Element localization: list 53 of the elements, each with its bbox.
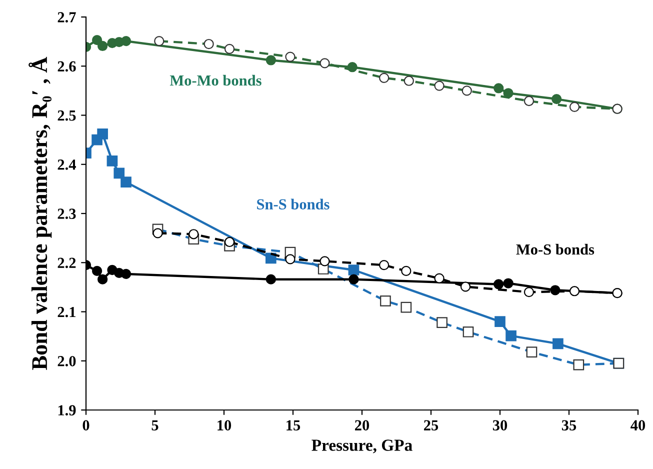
- point: [114, 168, 125, 179]
- point: [92, 266, 102, 276]
- point: [188, 229, 199, 240]
- point: [224, 236, 235, 248]
- annotation: Sn-S bonds: [257, 198, 330, 210]
- x-tick-label: 0: [82, 420, 90, 430]
- point: [266, 55, 276, 66]
- point: [348, 274, 359, 284]
- point: [285, 254, 296, 264]
- point: [97, 274, 108, 284]
- annotation: Mo-Mo bonds: [170, 74, 262, 86]
- point: [106, 156, 118, 166]
- y-tick-label: 2.2: [58, 258, 76, 268]
- point: [97, 40, 108, 52]
- x-tick-label: 5: [152, 420, 158, 430]
- x-tick-label: 20: [355, 420, 370, 430]
- y-tick-label: 2.0: [58, 356, 76, 366]
- point: [552, 338, 564, 350]
- y-axis-title: Bond valence parameters, R₀′ , Å: [28, 56, 52, 370]
- point: [494, 83, 504, 94]
- y-tick-label: 2.3: [58, 208, 76, 220]
- annotation: Mo-S bonds: [516, 244, 594, 255]
- y-tick-label: 1.9: [58, 405, 76, 416]
- x-tick-label: 30: [492, 420, 508, 430]
- point: [320, 256, 330, 266]
- point: [401, 266, 412, 276]
- point: [266, 274, 276, 284]
- point: [552, 94, 562, 104]
- y-tick-label: 2.6: [58, 61, 76, 72]
- point: [348, 264, 360, 276]
- point: [494, 279, 504, 290]
- point: [97, 128, 108, 140]
- point: [379, 260, 390, 270]
- y-tick-label: 2.1: [58, 306, 76, 318]
- x-tick-label: 40: [630, 420, 646, 430]
- point: [120, 268, 132, 279]
- x-tick-label: 25: [424, 420, 438, 430]
- point: [506, 330, 516, 342]
- x-tick-label: 15: [286, 420, 300, 430]
- x-tick-label: 35: [562, 420, 576, 430]
- point: [152, 228, 163, 238]
- point: [569, 286, 580, 296]
- x-axis-title: Pressure, GPa: [312, 440, 412, 454]
- y-tick-label: 2.5: [58, 110, 76, 121]
- x-tick-label: 10: [218, 420, 232, 430]
- y-tick-label: 2.4: [58, 160, 76, 170]
- point: [460, 282, 471, 292]
- point: [120, 36, 132, 46]
- point: [524, 287, 534, 298]
- point: [503, 278, 514, 288]
- y-tick-label: 2.7: [58, 12, 76, 23]
- point: [494, 316, 506, 327]
- point: [120, 176, 132, 188]
